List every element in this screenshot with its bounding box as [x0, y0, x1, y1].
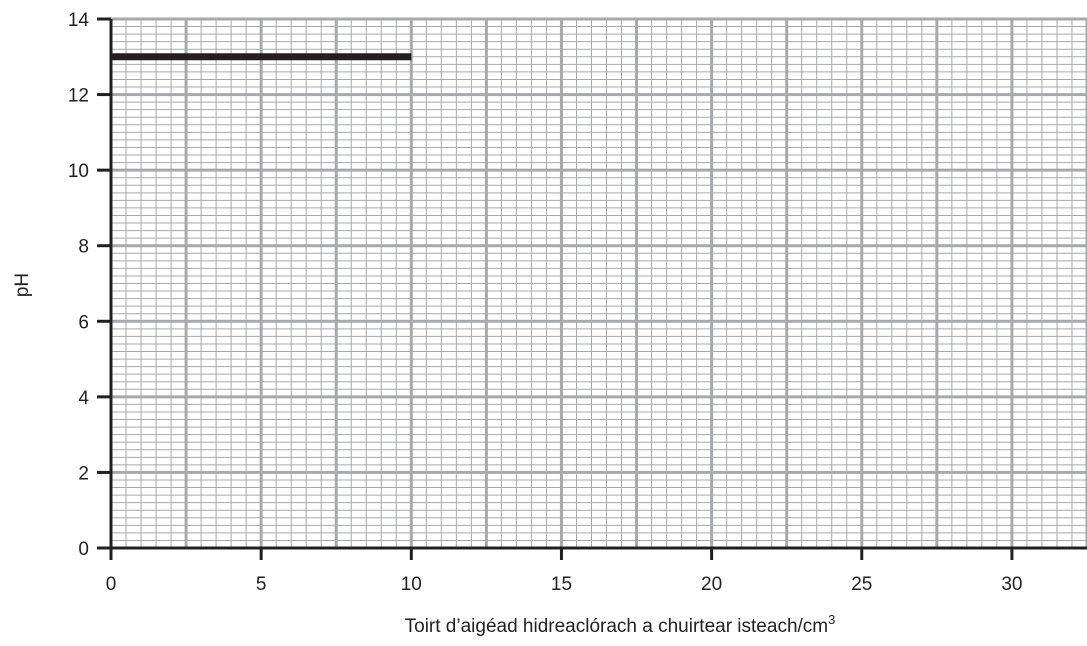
major-grid [109, 17, 1087, 550]
y-tick-label: 12 [68, 86, 89, 107]
x-tick-label: 0 [106, 574, 117, 595]
y-tick-label: 4 [78, 388, 89, 409]
x-tick-label: 15 [551, 574, 572, 595]
y-tick-label: 14 [68, 10, 90, 31]
y-tick-label: 0 [78, 539, 89, 560]
x-tick-label: 20 [701, 574, 722, 595]
x-tick-label: 25 [851, 574, 872, 595]
x-tick-label: 5 [256, 574, 267, 595]
x-axis-title: Toirt d’aigéad hidreaclórach a chuirtear… [405, 612, 836, 637]
minor-grid [111, 19, 1087, 548]
y-axis-title: pH [12, 273, 33, 297]
x-axis-title-superscript: 3 [828, 612, 835, 627]
y-tick-label: 2 [78, 463, 89, 484]
y-tick-label: 10 [68, 161, 89, 182]
x-tick-label: 10 [401, 574, 422, 595]
x-tick-label: 30 [1001, 574, 1022, 595]
axes [109, 19, 1087, 550]
x-axis-title-text: Toirt d’aigéad hidreaclórach a chuirtear… [405, 616, 829, 637]
y-tick-label: 8 [78, 237, 89, 258]
ticks: 0 2 4 6 8 10 12 14 0 5 10 15 20 25 30 [68, 10, 1023, 595]
y-tick-label: 6 [78, 312, 89, 333]
